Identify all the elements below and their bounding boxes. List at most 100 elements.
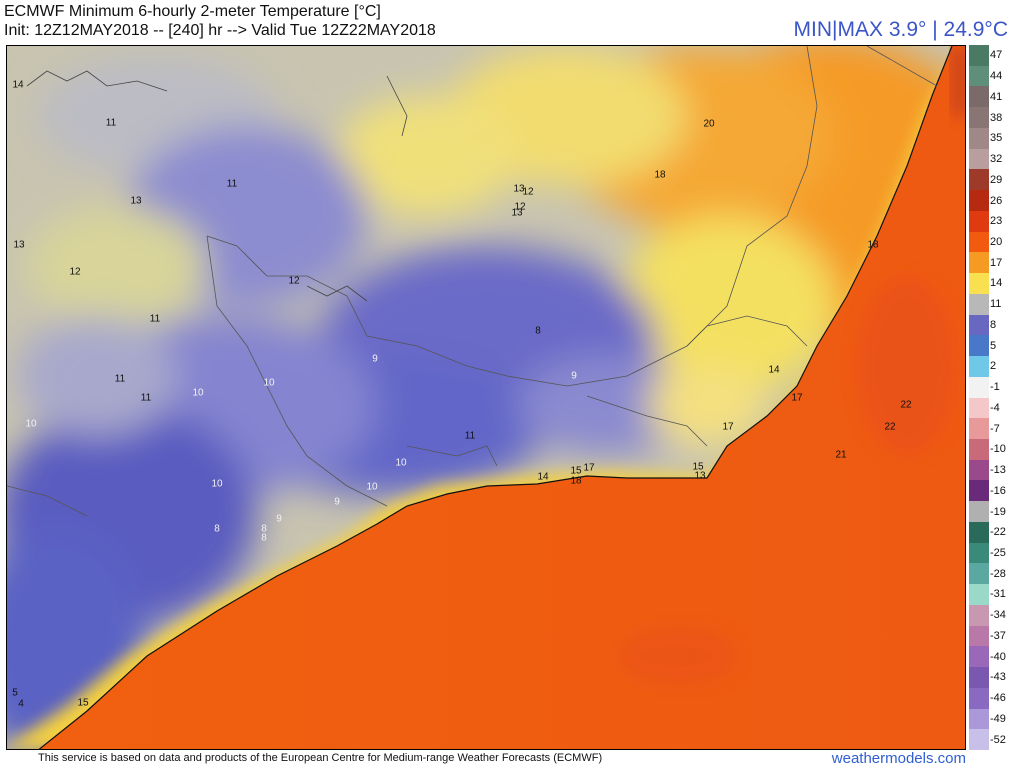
temp-label: 14 [768, 364, 780, 376]
color-scale-swatch [969, 190, 989, 212]
color-scale-tick: -1 [990, 381, 1000, 394]
color-scale-tick: 11 [990, 298, 1002, 311]
color-scale-swatch [969, 65, 989, 87]
color-scale-swatch [969, 273, 989, 295]
color-scale-tick: -34 [990, 609, 1006, 622]
color-scale-tick: -49 [990, 712, 1006, 725]
color-scale-tick: -25 [990, 547, 1006, 559]
color-scale-tick: -13 [990, 464, 1006, 477]
color-scale-tick: -16 [990, 484, 1006, 497]
temp-label: 17 [583, 462, 595, 474]
temp-label: 12 [514, 201, 526, 213]
temp-label: 18 [867, 239, 879, 251]
color-scale-tick: -43 [990, 671, 1006, 684]
temp-label: 9 [372, 353, 378, 365]
temp-label: 15 [692, 461, 704, 473]
temp-label: 9 [334, 496, 340, 508]
temp-label: 13 [130, 195, 142, 207]
color-scale-tick: -10 [990, 443, 1006, 456]
color-scale-tick: -19 [990, 505, 1006, 518]
temp-label: 22 [900, 399, 912, 411]
color-scale-tick: 35 [990, 132, 1003, 145]
temp-label: 11 [114, 373, 126, 385]
color-scale-tick: 8 [990, 318, 997, 331]
temperature-map: 14 11 11 13 13 12 12 11 11 11 10 10 10 9 8 9 13 12 12 13 20 1… [6, 45, 966, 750]
color-scale-legend: 47 44 41 38 35 32 29 26 23 20 17 14 11 8 5 2 -1 -4 -7 -10 -1… [969, 45, 1017, 751]
temp-label: 17 [722, 421, 734, 433]
color-scale-swatch [969, 127, 989, 150]
temp-label: 10 [263, 377, 275, 389]
color-scale-swatch [969, 210, 989, 233]
temp-label: 22 [884, 421, 896, 433]
temp-label: 5 [12, 687, 18, 699]
color-scale-swatch [969, 729, 989, 751]
temp-label: 8 [261, 532, 267, 544]
color-scale-tick: -22 [990, 526, 1006, 539]
color-scale-tick: -46 [990, 692, 1006, 705]
color-scale-swatch [969, 314, 989, 336]
brand-link[interactable]: weathermodels.com [831, 750, 966, 767]
temp-label: 10 [395, 457, 407, 469]
color-scale-swatch [969, 480, 989, 502]
color-scale-tick: 23 [990, 215, 1003, 228]
temp-label: 18 [570, 475, 582, 487]
color-scale-swatch [969, 231, 989, 253]
color-scale-tick: 32 [990, 153, 1003, 166]
temp-label: 12 [522, 186, 534, 198]
color-scale-swatch [969, 148, 989, 170]
rivers [26, 70, 408, 302]
temp-label: 17 [791, 392, 803, 404]
color-scale-tick: 47 [990, 49, 1003, 62]
temp-label: 9 [276, 513, 282, 525]
color-scale-swatch [969, 45, 989, 67]
color-scale-swatch [969, 687, 989, 710]
temp-label: 4 [18, 698, 24, 710]
color-scale-tick: -4 [990, 401, 1000, 414]
color-scale-swatch [969, 646, 989, 668]
temp-label: 9 [571, 370, 577, 382]
ecmwf-disclaimer: This service is based on data and produc… [38, 752, 603, 764]
temp-label: 21 [835, 449, 847, 461]
color-scale-swatch [969, 335, 989, 357]
init-valid-line: Init: 12Z12MAY2018 -- [240] hr --> Valid… [4, 22, 436, 39]
temp-label: 13 [513, 183, 525, 195]
color-scale-tick: -37 [990, 629, 1006, 642]
temp-label: 8 [535, 325, 541, 337]
temp-label: 20 [703, 118, 715, 130]
color-scale-swatch [969, 625, 989, 647]
color-scale-tick: 14 [990, 277, 1003, 290]
temp-label: 18 [654, 169, 666, 181]
color-scale-swatch [969, 418, 989, 440]
temp-label: 11 [105, 117, 117, 129]
color-scale-swatch [969, 542, 989, 564]
color-scale-swatch [969, 501, 989, 523]
color-scale-swatch [969, 438, 989, 461]
map-field [7, 46, 965, 749]
temp-label: 8 [214, 523, 220, 535]
color-scale-tick: 38 [990, 111, 1003, 124]
color-scale-tick: -40 [990, 650, 1006, 663]
color-scale-swatch [969, 521, 989, 544]
color-scale-tick: -52 [990, 733, 1006, 746]
color-scale-swatch [969, 584, 989, 606]
color-scale-swatch [969, 86, 989, 108]
color-scale-tick: -7 [990, 422, 1000, 435]
temp-label: 10 [192, 387, 204, 399]
temp-label: 11 [149, 313, 161, 325]
color-scale-swatch [969, 356, 989, 378]
color-scale-swatch [969, 563, 989, 585]
temp-label: 10 [25, 418, 37, 430]
temp-label: 15 [570, 465, 582, 477]
temp-label: 11 [140, 392, 152, 404]
temp-label: 12 [69, 266, 81, 278]
color-scale-swatch [969, 397, 989, 419]
temp-label: 13 [694, 470, 706, 482]
color-scale-swatch [969, 107, 989, 129]
state-borders [7, 46, 938, 517]
map-title: ECMWF Minimum 6-hourly 2-meter Temperatu… [4, 3, 381, 20]
temp-label: 14 [537, 471, 549, 483]
coastline [38, 46, 953, 749]
color-scale-tick: 20 [990, 235, 1003, 248]
color-scale-swatch [969, 169, 989, 191]
color-scale-swatch [969, 376, 989, 398]
